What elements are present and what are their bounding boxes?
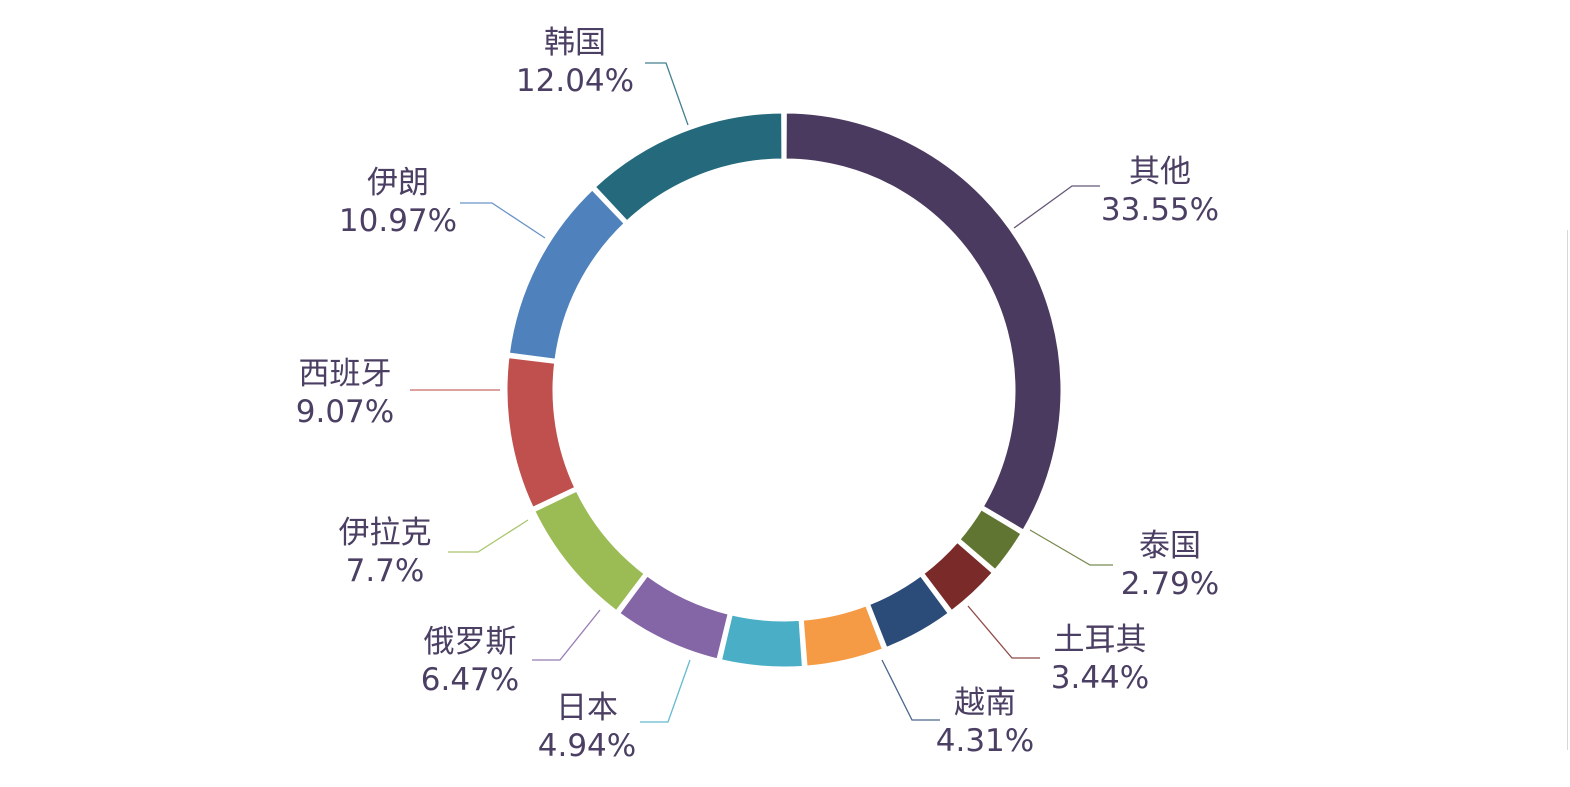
donut-slices [504, 110, 1064, 670]
slice-label-其他: 其他 [1129, 154, 1191, 190]
slice-percent-泰国: 2.79% [1121, 566, 1219, 602]
slice-label-土耳其: 土耳其 [1054, 622, 1147, 658]
slice-label-西班牙: 西班牙 [299, 356, 392, 392]
donut-slice-伊拉克 [531, 487, 648, 614]
leader-line-其他 [1013, 185, 1100, 229]
frame-edge [1567, 230, 1568, 750]
leader-line-泰国 [1029, 529, 1113, 566]
leader-line-日本 [640, 659, 691, 723]
donut-slice-越南 [866, 572, 952, 651]
slice-percent-其他: 33.55% [1101, 192, 1219, 228]
slice-percent-土耳其: 3.44% [1051, 660, 1149, 696]
donut-slice-俄罗斯 [616, 572, 732, 662]
slice-percent-越南: 4.31% [936, 723, 1034, 759]
slice-label-韩国: 韩国 [544, 25, 606, 61]
slice-label-日本: 日本 [556, 690, 618, 726]
donut-slice-其他 [783, 110, 1064, 534]
slice-percent-西班牙: 9.07% [296, 394, 394, 430]
slice-label-越南: 越南 [954, 685, 1016, 721]
donut-slice-韩国 [592, 110, 785, 225]
donut-slice-泰国 [956, 506, 1025, 573]
leader-line-俄罗斯 [532, 609, 601, 661]
slice-label-俄罗斯: 俄罗斯 [424, 624, 517, 660]
donut-slice-日本 [718, 612, 806, 670]
slice-percent-日本: 4.94% [538, 728, 636, 764]
slice-percent-伊拉克: 7.7% [346, 553, 425, 589]
leader-line-伊朗 [460, 202, 546, 239]
donut-slice-unlabeled [800, 602, 886, 669]
slice-label-伊朗: 伊朗 [367, 165, 429, 201]
leader-line-韩国 [645, 62, 689, 126]
leader-line-伊拉克 [448, 519, 529, 553]
donut-slice-伊朗 [506, 186, 628, 362]
slice-label-泰国: 泰国 [1139, 528, 1201, 564]
slice-percent-韩国: 12.04% [516, 63, 634, 99]
donut-slice-西班牙 [504, 354, 578, 511]
leader-line-土耳其 [967, 605, 1040, 659]
donut-slice-土耳其 [920, 539, 996, 614]
slice-percent-俄罗斯: 6.47% [421, 662, 519, 698]
slice-percent-伊朗: 10.97% [339, 203, 457, 239]
slice-label-伊拉克: 伊拉克 [339, 515, 432, 551]
leader-lines [410, 62, 1113, 723]
leader-line-越南 [881, 659, 940, 721]
